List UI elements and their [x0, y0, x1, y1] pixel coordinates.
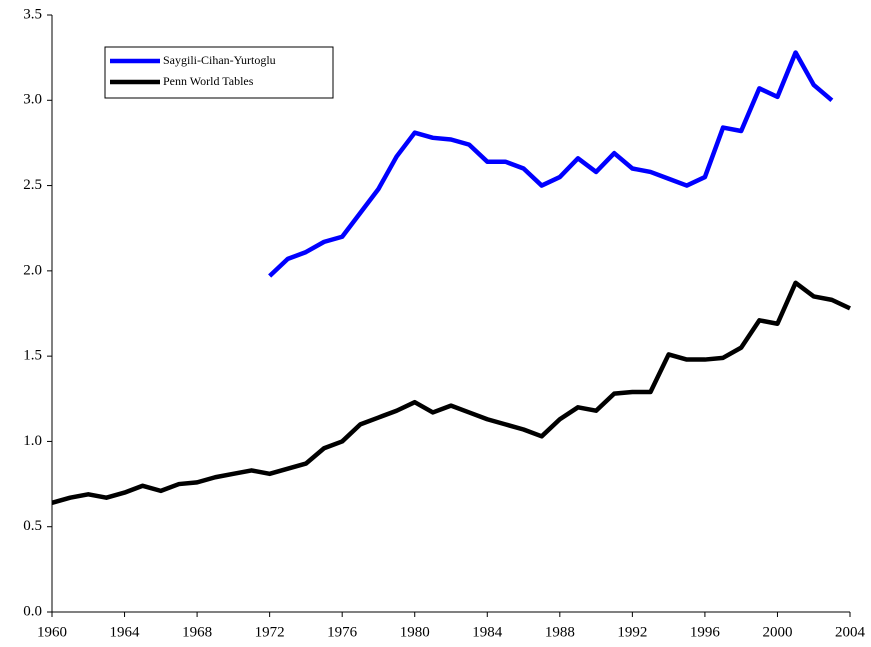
- y-tick-label: 2.0: [23, 262, 42, 278]
- legend-label: Penn World Tables: [163, 74, 254, 88]
- x-tick-label: 1996: [690, 624, 721, 640]
- x-tick-label: 1988: [545, 624, 575, 640]
- x-tick-label: 1968: [182, 624, 212, 640]
- y-tick-label: 0.0: [23, 603, 42, 619]
- x-tick-label: 1972: [255, 624, 285, 640]
- y-tick-label: 2.5: [23, 177, 42, 193]
- y-tick-label: 3.0: [23, 92, 42, 108]
- x-tick-label: 1964: [110, 624, 141, 640]
- series-line: [51, 280, 851, 505]
- y-tick-label: 1.5: [23, 348, 42, 364]
- y-tick-label: 3.5: [23, 6, 42, 22]
- x-tick-label: 2000: [762, 624, 792, 640]
- x-tick-label: 1976: [327, 624, 358, 640]
- x-tick-label: 2004: [835, 624, 866, 640]
- x-tick-label: 1984: [472, 624, 503, 640]
- legend-label: Saygili-Cihan-Yurtoglu: [163, 53, 276, 67]
- y-tick-label: 1.0: [23, 433, 42, 449]
- x-tick-label: 1980: [400, 624, 430, 640]
- y-tick-label: 0.5: [23, 518, 42, 534]
- series-line: [268, 50, 834, 278]
- x-tick-label: 1992: [617, 624, 647, 640]
- x-tick-label: 1960: [37, 624, 67, 640]
- legend-box: [104, 46, 334, 99]
